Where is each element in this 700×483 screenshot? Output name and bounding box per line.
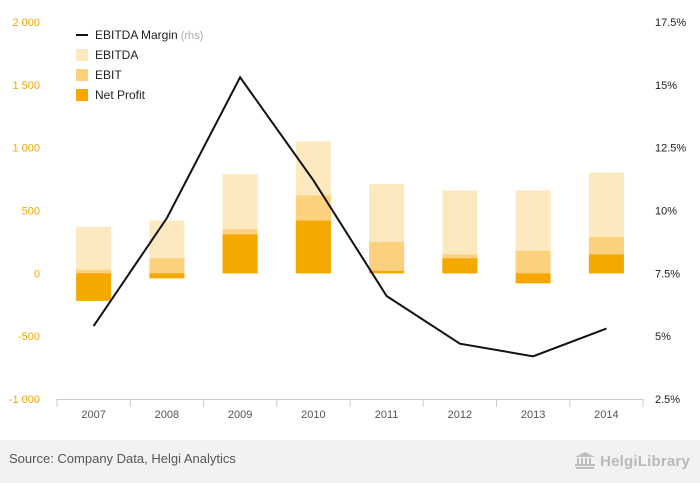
y-left-tick-label: 2 000 <box>12 17 40 29</box>
legend-label-net-profit: Net Profit <box>95 88 146 102</box>
legend-label-ebitda: EBITDA <box>95 48 138 62</box>
bar-net-profit-2008 <box>149 273 185 279</box>
x-tick-label: 2011 <box>375 409 399 421</box>
y-left-tick-label: 1 000 <box>12 143 40 155</box>
x-tick-label: 2010 <box>301 409 325 421</box>
line-layer <box>92 75 607 358</box>
y-left-tick-label: 1 500 <box>12 80 40 92</box>
x-tick-label: 2007 <box>81 409 105 421</box>
bar-net-profit-2012 <box>442 258 478 274</box>
footer: Source: Company Data, Helgi Analytics He… <box>0 440 700 483</box>
x-tick-label: 2012 <box>448 409 472 421</box>
building-logo-icon <box>575 452 596 469</box>
legend-swatch-ebit <box>76 69 88 81</box>
bar-net-profit-2014 <box>588 254 624 274</box>
legend-suffix: (rhs) <box>181 30 204 42</box>
chart: 2007 2008 2009 2010 2011 2012 2013 2014 2 000 1 5… <box>9 17 687 421</box>
bar-ebit-2007 <box>76 269 112 274</box>
bar-net-profit-2010 <box>295 220 331 274</box>
y-right-tick-label: 10% <box>655 206 677 218</box>
bar-ebit-2008 <box>149 258 185 274</box>
legend-swatch-ebitda <box>76 49 88 61</box>
y-right-tick-label: 17.5% <box>655 17 686 29</box>
source-note: Source: Company Data, Helgi Analytics <box>9 451 236 466</box>
y-right-tick-label: 2.5% <box>655 394 680 406</box>
x-tick-label: 2013 <box>521 409 545 421</box>
x-tick-label: 2009 <box>228 409 252 421</box>
y-right-tick-label: 5% <box>655 331 671 343</box>
legend-label-ebitda-margin: EBITDA Margin (rhs) <box>95 28 203 42</box>
chart-svg: 2007 2008 2009 2010 2011 2012 2013 2014 2 000 1 5… <box>9 17 687 421</box>
brand-name: HelgiLibrary <box>600 452 690 470</box>
y-left-tick-label: -500 <box>18 331 40 343</box>
y-right-tick-label: 7.5% <box>655 268 680 280</box>
x-tick-label: 2008 <box>155 409 179 421</box>
bar-net-profit-2009 <box>222 234 258 274</box>
bar-ebit-2011 <box>369 241 405 274</box>
bar-ebit-2013 <box>515 250 551 274</box>
y-left-tick-label: -1 000 <box>9 394 40 406</box>
bars-layer <box>76 141 624 301</box>
line-ebitda-margin <box>92 75 607 358</box>
x-tick-label: 2014 <box>594 409 618 421</box>
axes-layer: 2007 2008 2009 2010 2011 2012 2013 2014 2 000 1 5… <box>9 17 687 421</box>
legend: EBITDA Margin (rhs) EBITDA EBIT Net Profit <box>76 28 203 102</box>
y-left-tick-label: 0 <box>34 268 40 280</box>
bar-net-profit-2007 <box>76 273 112 301</box>
y-right-tick-label: 12.5% <box>655 143 686 155</box>
y-right-tick-label: 15% <box>655 80 677 92</box>
bar-net-profit-2011 <box>369 270 405 274</box>
legend-label-ebit: EBIT <box>95 68 122 82</box>
y-left-tick-label: 500 <box>22 206 40 218</box>
bar-net-profit-2013 <box>515 273 551 284</box>
legend-swatch-net-profit <box>76 89 88 101</box>
bar-ebitda-2007 <box>76 226 112 274</box>
brand-logo[interactable]: HelgiLibrary <box>574 450 690 472</box>
